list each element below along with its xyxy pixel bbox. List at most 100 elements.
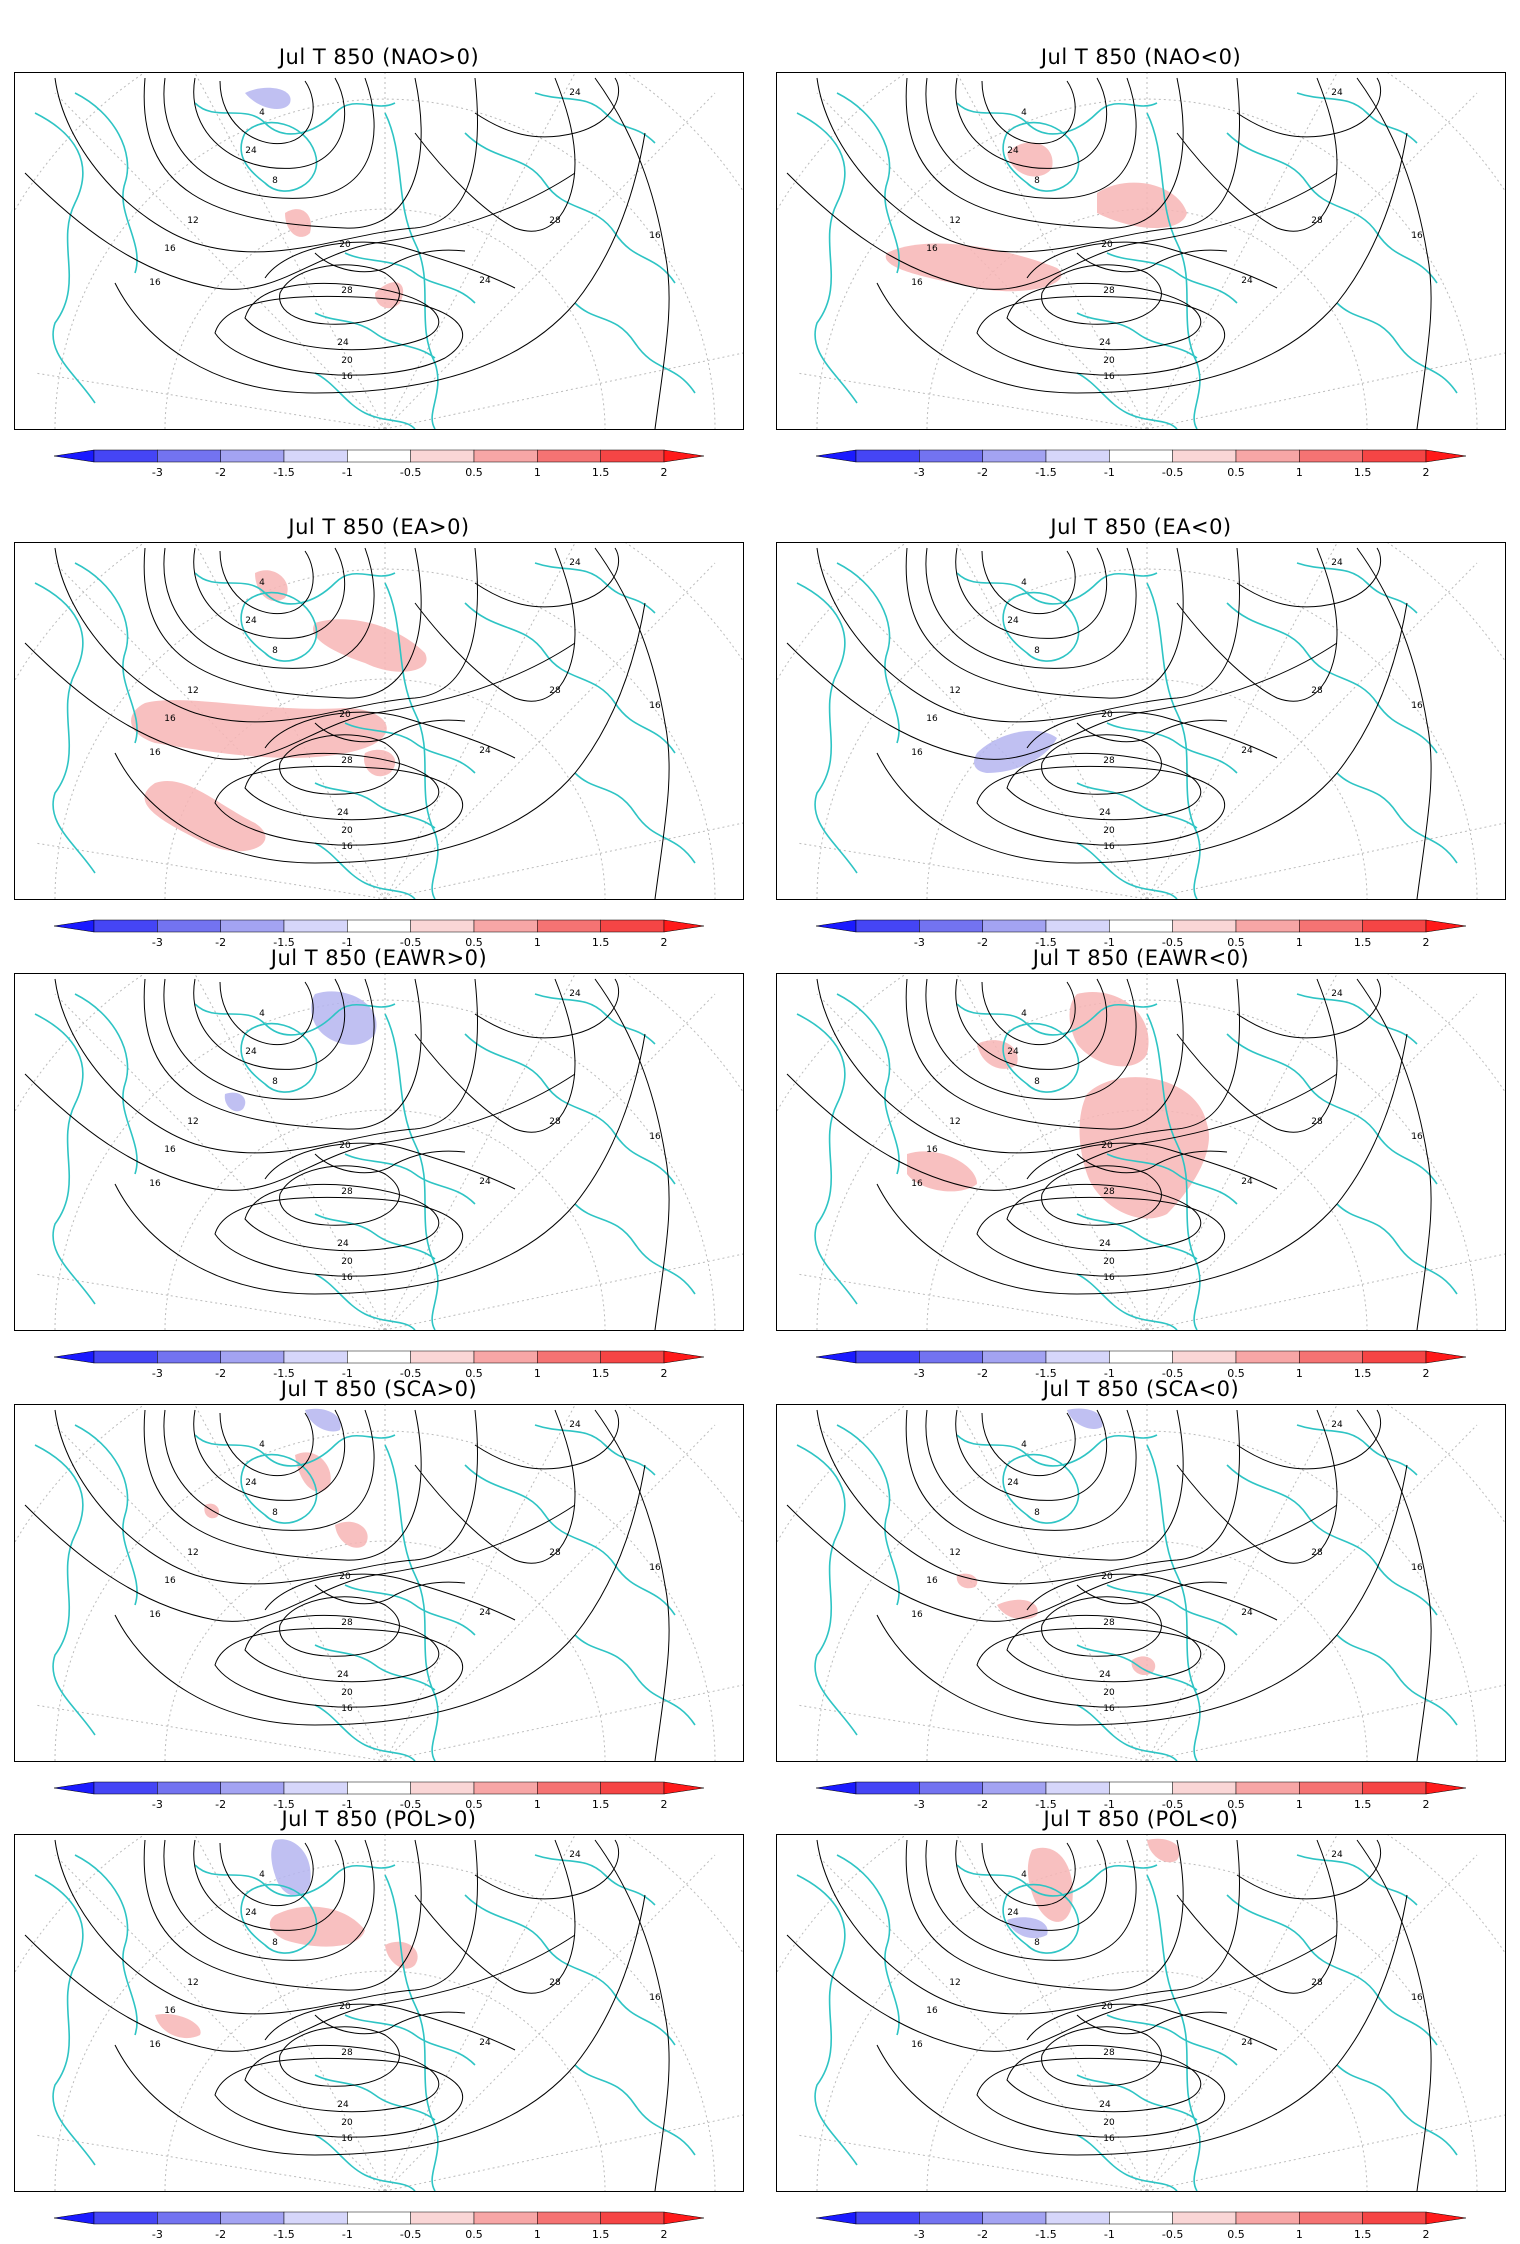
contour-label: 28 [341,1187,353,1197]
contour-label: 20 [1101,2002,1113,2012]
colorbar-segment [1172,919,1237,933]
colorbar-tick-label: 1.5 [592,1367,610,1380]
grid-meridian [54,92,386,429]
colorbar-segment [919,2211,983,2225]
coastline [344,1153,476,1205]
colorbar-tick-label: -0.5 [400,936,421,949]
temperature-contour [219,1412,314,1477]
coastline [1336,2064,1458,2156]
colorbar-tick-label: 0.5 [465,466,483,479]
colorbar-tick-label: -1 [342,936,353,949]
colorbar-segment [1109,2211,1173,2225]
temperature-contour [1006,2044,1202,2113]
temperature-contour [474,978,620,1039]
colorbar-tick-label: 1.5 [592,466,610,479]
coastline [956,1003,1158,1036]
contour-label: 28 [549,1548,561,1558]
temperature-contour [264,1142,516,1190]
grid-meridian [194,1835,386,2191]
temperature-contour [976,1627,1226,1708]
colorbar-segment [410,1350,475,1364]
contour-label: 24 [337,1670,349,1680]
temperature-contour [279,1596,400,1657]
colorbar-segment [855,449,920,463]
temperature-contour [594,77,670,429]
contour-label: 24 [1007,1047,1019,1057]
colorbar-tick-label: -1.5 [1035,1798,1056,1811]
temperature-map: 24 4 8 12 16 16 20 24 28 24 20 16 28 24 16 [777,543,1505,899]
temperature-contour [981,1412,1076,1477]
coastline [796,112,858,404]
colorbar-segment [157,449,221,463]
warm-anomaly [144,781,266,852]
contour-label: 24 [569,989,581,999]
contour-label: 16 [1103,1273,1115,1283]
panel-title: Jul T 850 (POL<0) [1043,1807,1239,1831]
contour-label: 24 [337,808,349,818]
colorbar-segment [347,2211,411,2225]
contour-label: 24 [569,88,581,98]
colorbar-tick-label: 1 [534,936,541,949]
grid-meridian [194,1405,386,1761]
colorbar-tick-label: -2 [977,936,988,949]
contour-label: 16 [1103,842,1115,852]
coastline [574,2064,696,2156]
colorbar-segment [93,1350,158,1364]
colorbar-triangle-high [663,449,704,463]
colorbar-segment [1299,1781,1363,1795]
colorbar-segment [919,449,983,463]
colorbar-tick-label: -1.5 [273,466,294,479]
colorbar-tick-label: 1.5 [1354,466,1372,479]
coastline [314,2074,436,2121]
contour-label: 24 [1007,146,1019,156]
colorbar-tick-label: 0.5 [1227,1367,1245,1380]
temperature-contour [24,1073,576,1191]
grid-meridian [1146,993,1478,1330]
contour-label: 16 [911,748,923,758]
contour-label: 8 [272,176,278,186]
temperature-contour [1176,77,1338,232]
contour-label: 28 [341,756,353,766]
colorbar-segment [410,919,475,933]
contour-label: 28 [1311,1117,1323,1127]
contour-label: 28 [549,216,561,226]
temperature-contour [314,1150,466,1174]
warm-anomaly [313,619,427,672]
contour-label: 8 [1034,646,1040,656]
temperature-contour [1026,241,1278,289]
colorbar-segment [1299,1350,1363,1364]
contour-label: 24 [1241,746,1253,756]
coastline [1336,1203,1458,1295]
contour-label: 4 [259,1870,265,1880]
temperature-contour [786,1504,1338,1622]
temperature-contour [976,295,1226,376]
colorbar-segment [410,449,475,463]
temperature-contour [1076,2011,1228,2035]
map-frame: 24 4 8 12 16 16 20 24 28 24 20 16 28 24 16 [776,1404,1506,1762]
panel-title: Jul T 850 (EA<0) [1050,515,1232,539]
coastline [1076,372,1178,429]
contour-label: 24 [1331,558,1343,568]
colorbar-segment [1362,919,1427,933]
temperature-contour [1236,978,1382,1039]
temperature-contour [876,132,1408,394]
temperature-contour [114,602,646,864]
coastline [1106,252,1238,304]
grid-meridian [34,1704,386,1761]
temperature-contour [214,2057,464,2138]
contour-label: 12 [187,1117,198,1127]
temperature-contour [905,547,1184,699]
temperature-contour [1356,1839,1432,2191]
temperature-contour [264,711,516,759]
colorbar-tick-label: 1.5 [1354,1798,1372,1811]
colorbar-tick-label: 0.5 [465,1367,483,1380]
contour-label: 24 [337,2100,349,2110]
contour-label: 16 [1103,372,1115,382]
contour-label: 24 [1099,808,1111,818]
temperature-contour [1176,1839,1338,1994]
contour-label: 12 [949,686,960,696]
grid-meridian [956,73,1148,429]
contour-label: 16 [926,1145,938,1155]
grid-meridian [34,1273,386,1330]
colorbar-segment [855,1350,920,1364]
